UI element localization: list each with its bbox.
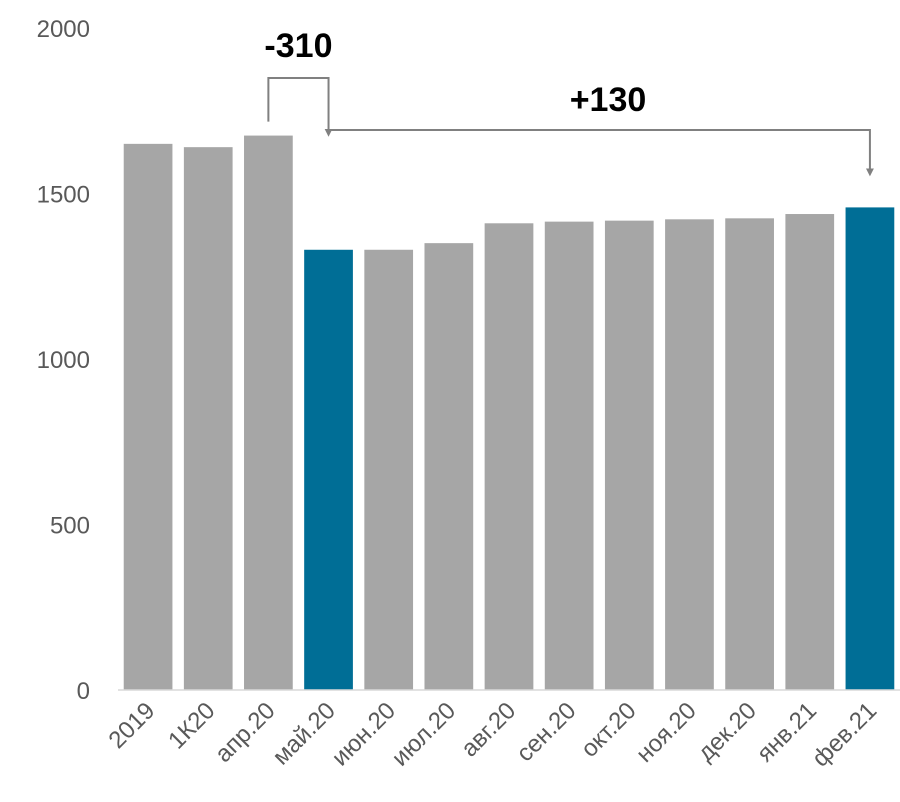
y-tick-label: 1000 xyxy=(37,347,90,374)
x-tick-label: фев.21 xyxy=(807,697,882,772)
x-tick-label: июн.20 xyxy=(327,697,401,771)
bar-3 xyxy=(304,249,353,690)
bar-8 xyxy=(604,220,654,690)
bar-1 xyxy=(183,147,233,690)
annotation-label-2: +130 xyxy=(570,81,647,119)
change-annotations: -310 +130 xyxy=(264,27,874,177)
y-tick-label: 1500 xyxy=(37,182,90,209)
x-tick-label: дек.20 xyxy=(692,697,761,766)
bracket-arrow-1 xyxy=(267,77,333,137)
x-tick-label: окт.20 xyxy=(576,697,642,763)
bar-12 xyxy=(845,207,895,691)
x-tick-label: июл.20 xyxy=(387,697,461,771)
bar-5 xyxy=(424,243,474,690)
bar-11 xyxy=(785,214,835,690)
y-tick-label: 500 xyxy=(50,513,90,540)
y-tick-label: 2000 xyxy=(37,16,90,43)
x-tick-label: май.20 xyxy=(268,697,341,770)
x-tick-label: ноя.20 xyxy=(631,697,702,768)
bar-6 xyxy=(484,223,534,691)
bar-2 xyxy=(244,135,293,690)
x-tick-label: сен.20 xyxy=(511,697,581,767)
x-tick-label: 2019 xyxy=(103,697,160,754)
bracket-arrow-2 xyxy=(328,129,874,177)
bar-10 xyxy=(725,218,774,690)
y-tick-label: 0 xyxy=(77,678,90,705)
y-axis: 0 500 1000 1500 2000 xyxy=(37,16,90,705)
bar-7 xyxy=(544,221,594,690)
x-tick-label: авг.20 xyxy=(456,697,521,762)
bar-9 xyxy=(665,219,714,690)
x-tick-label: апр.20 xyxy=(210,697,281,768)
bars xyxy=(123,135,895,691)
annotation-label-1: -310 xyxy=(264,27,332,65)
x-axis-labels: 2019 1К20апр.20май.20июн.20июл.20авг.20се… xyxy=(103,697,882,772)
bar-0 xyxy=(123,143,173,691)
bar-4 xyxy=(364,249,414,690)
